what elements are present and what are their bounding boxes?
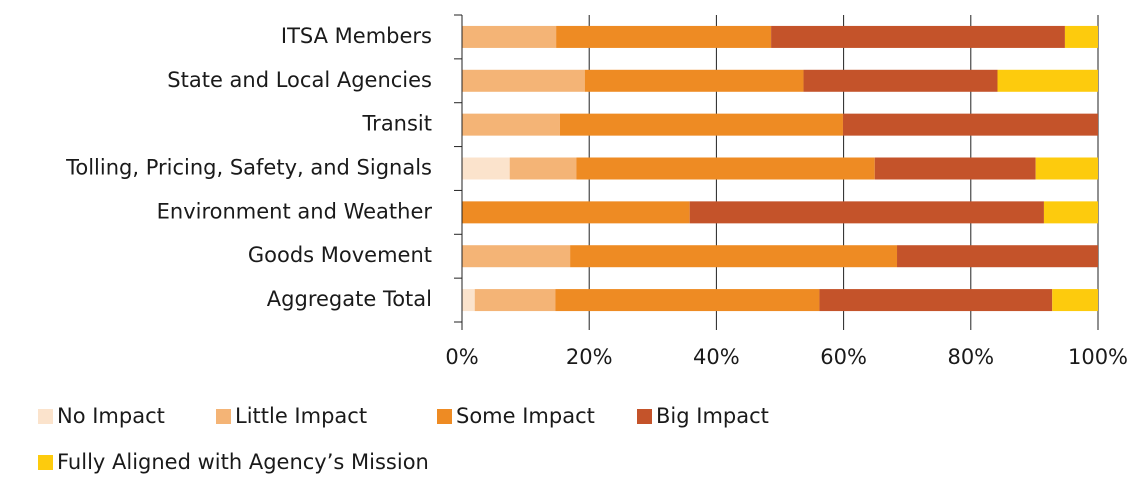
bar-segment xyxy=(1035,157,1098,180)
x-tick-label: 20% xyxy=(566,345,613,369)
y-tick-label: State and Local Agencies xyxy=(167,68,432,92)
bar-segment xyxy=(556,25,772,48)
legend-label: No Impact xyxy=(57,404,165,428)
y-tick-label: Tolling, Pricing, Safety, and Signals xyxy=(65,156,432,180)
y-tick-label: ITSA Members xyxy=(281,24,432,48)
bar-segment xyxy=(555,289,820,312)
bar-segment xyxy=(462,69,585,92)
bar-segment xyxy=(1043,201,1098,224)
bar-segment xyxy=(689,201,1044,224)
bar-segment xyxy=(462,25,557,48)
bar-segment xyxy=(819,289,1053,312)
legend-swatch xyxy=(38,409,53,424)
legend-label: Little Impact xyxy=(235,404,367,428)
legend-label: Some Impact xyxy=(456,404,595,428)
bar-segment xyxy=(509,157,577,180)
y-tick-label: Transit xyxy=(361,112,432,136)
bar-segment xyxy=(1052,289,1098,312)
legend-label: Fully Aligned with Agency’s Mission xyxy=(57,450,429,474)
bar-segment xyxy=(842,113,1098,136)
legend-swatch xyxy=(437,409,452,424)
y-tick-label: Environment and Weather xyxy=(157,199,433,223)
y-tick-label: Aggregate Total xyxy=(267,287,432,311)
legend-swatch xyxy=(637,409,652,424)
bar-segment xyxy=(474,289,556,312)
y-tick-label: Goods Movement xyxy=(248,243,432,267)
bar-segment xyxy=(462,245,571,268)
bar-segment xyxy=(897,245,1098,268)
x-tick-label: 60% xyxy=(820,345,867,369)
bar-segment xyxy=(771,25,1065,48)
x-tick-label: 100% xyxy=(1068,345,1128,369)
bar-segment xyxy=(1064,25,1098,48)
bar-segment xyxy=(576,157,875,180)
legend-swatch xyxy=(216,409,231,424)
x-tick-label: 40% xyxy=(693,345,740,369)
legend-swatch xyxy=(38,455,53,470)
bar-segment xyxy=(997,69,1098,92)
bar-segment xyxy=(803,69,998,92)
bar-segment xyxy=(559,113,843,136)
bar-segment xyxy=(584,69,804,92)
bar-segment xyxy=(570,245,898,268)
bar-segment xyxy=(462,157,510,180)
x-tick-label: 80% xyxy=(947,345,994,369)
x-tick-label: 0% xyxy=(445,345,478,369)
bar-segment xyxy=(462,113,560,136)
bar-segment xyxy=(462,201,690,224)
bar-segment xyxy=(462,289,475,312)
legend-label: Big Impact xyxy=(656,404,769,428)
bar-segment xyxy=(874,157,1036,180)
